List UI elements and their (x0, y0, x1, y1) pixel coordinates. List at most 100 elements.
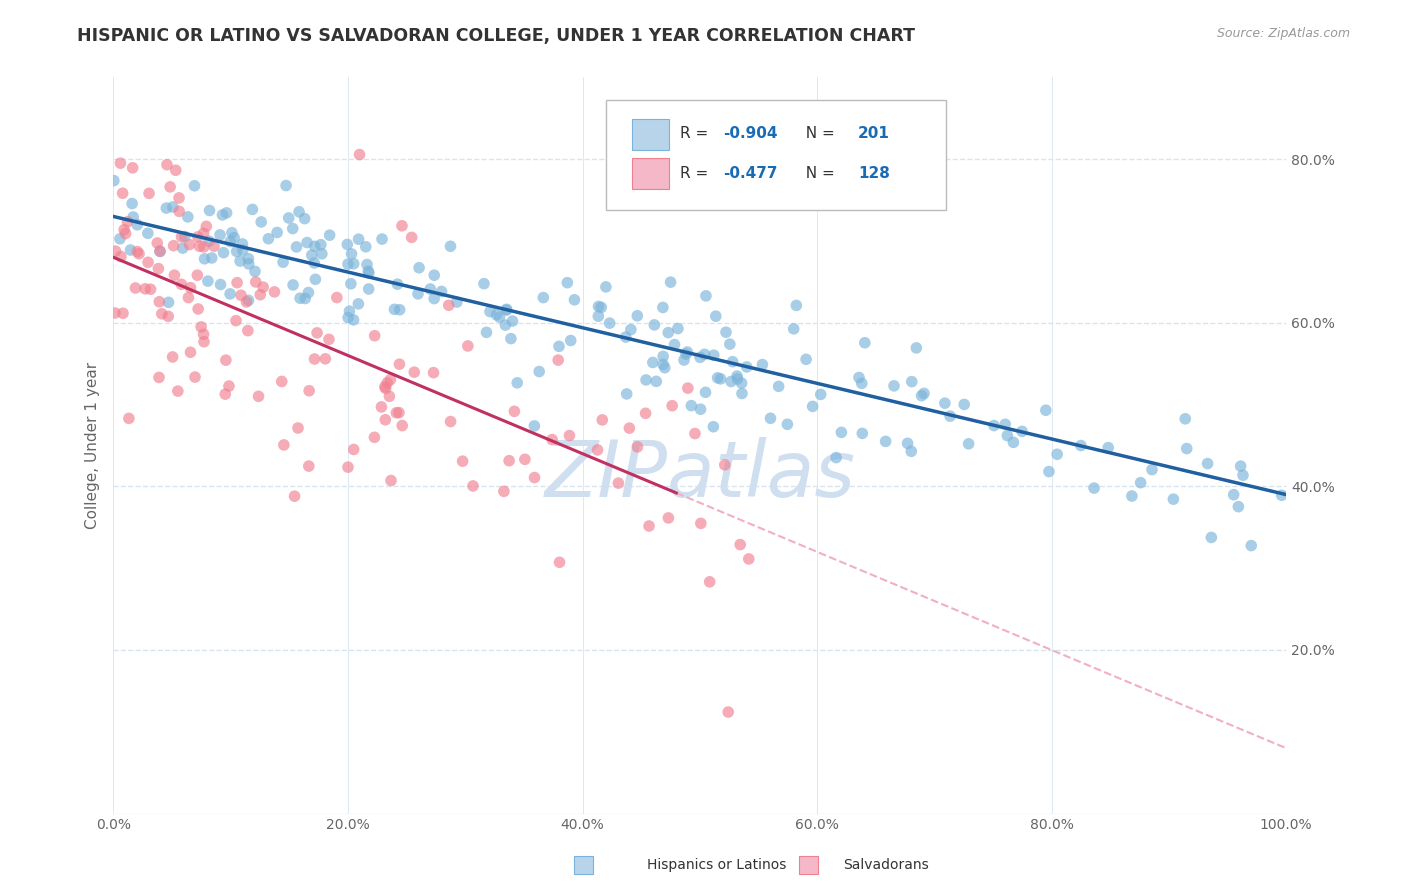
Point (374, 381, 396, 395)
Point (718, 337, 741, 351)
Point (699, 574, 721, 589)
Point (875, 434, 897, 449)
Point (654, 360, 676, 375)
Point (905, 341, 928, 355)
Point (995, 428, 1018, 442)
Point (307, 326, 329, 340)
Point (284, 489, 307, 503)
Point (326, 291, 349, 305)
Point (311, 247, 333, 261)
Point (148, 370, 170, 384)
Point (238, 257, 260, 271)
Point (547, 353, 569, 368)
Point (114, 227, 136, 241)
Text: Hispanics or Latinos: Hispanics or Latinos (647, 858, 786, 872)
Point (121, 161, 143, 175)
Point (375, 376, 398, 390)
Point (703, 348, 725, 362)
Point (186, 268, 208, 283)
Bar (631, 119, 669, 150)
Point (1129, 475, 1152, 490)
Point (910, 389, 932, 403)
Point (620, 322, 643, 336)
Point (179, 237, 201, 252)
Point (304, 256, 326, 270)
Point (339, 304, 361, 318)
Point (294, 211, 316, 226)
Point (457, 339, 479, 353)
Point (651, 301, 673, 315)
Point (673, 353, 696, 368)
Point (226, 276, 249, 290)
Point (636, 373, 658, 387)
Point (221, 226, 243, 240)
Point (586, 442, 609, 457)
Point (560, 334, 582, 348)
Point (270, 375, 292, 389)
Point (883, 379, 905, 393)
Point (212, 245, 235, 260)
Point (599, 316, 621, 330)
Point (503, 404, 526, 418)
Point (695, 385, 717, 400)
Point (374, 380, 396, 394)
Point (494, 318, 516, 332)
Point (304, 272, 326, 286)
Point (172, 241, 194, 255)
Point (112, 223, 135, 237)
Point (506, 376, 529, 390)
Point (232, 243, 254, 257)
Point (683, 426, 706, 441)
Point (391, 219, 413, 233)
Point (1227, 500, 1250, 514)
Point (294, 292, 316, 306)
Point (388, 357, 411, 371)
Point (439, 239, 461, 253)
Point (422, 366, 444, 380)
Point (1011, 425, 1033, 439)
Point (162, 200, 184, 214)
Point (347, 297, 370, 311)
Point (357, 266, 380, 280)
Point (498, 453, 520, 467)
Point (423, 268, 446, 283)
Point (659, 275, 682, 289)
Point (285, 240, 308, 254)
Point (689, 516, 711, 531)
Point (851, 376, 873, 391)
Point (475, 326, 498, 340)
Point (851, 426, 873, 441)
Point (502, 314, 524, 328)
Point (215, 206, 238, 220)
Point (159, 180, 181, 194)
Point (626, 440, 648, 454)
Point (717, 705, 740, 719)
Point (193, 226, 215, 240)
Point (347, 232, 370, 246)
Point (591, 301, 613, 315)
Point (404, 365, 426, 379)
Point (127, 218, 149, 232)
Point (897, 436, 920, 450)
Point (548, 339, 571, 353)
Point (211, 208, 233, 222)
Point (934, 396, 956, 410)
Point (167, 384, 190, 398)
Point (249, 287, 271, 301)
Point (1121, 489, 1143, 503)
Point (149, 244, 172, 259)
Point (139, 282, 162, 296)
Point (388, 406, 411, 420)
Point (725, 369, 748, 384)
Point (120, 243, 142, 257)
Point (274, 178, 297, 193)
Point (564, 293, 586, 307)
Point (318, 228, 340, 243)
Point (675, 347, 697, 361)
Point (419, 282, 441, 296)
Point (193, 327, 215, 342)
Point (134, 282, 156, 296)
Point (385, 406, 408, 420)
Point (1163, 492, 1185, 507)
Point (288, 291, 311, 305)
